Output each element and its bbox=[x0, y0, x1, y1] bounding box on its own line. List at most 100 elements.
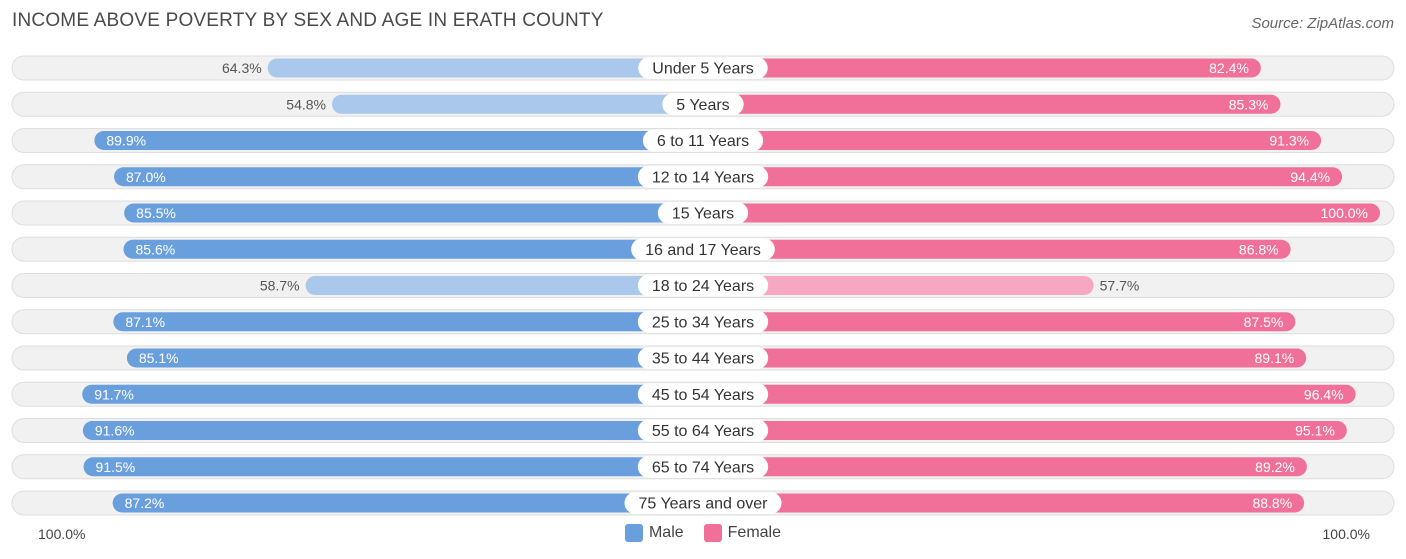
bar-row: 87.2% 88.8% 75 Years and over bbox=[11, 490, 1395, 516]
legend-label-female: Female bbox=[727, 524, 782, 541]
female-bar bbox=[703, 421, 1347, 440]
female-value-label: 89.2% bbox=[1255, 459, 1295, 475]
female-bar bbox=[703, 493, 1305, 513]
male-value-label: 85.6% bbox=[135, 241, 175, 257]
category-label: 35 to 44 Years bbox=[652, 351, 754, 368]
category-pill bbox=[637, 383, 769, 406]
female-value-label: 87.5% bbox=[1244, 314, 1284, 330]
legend: Male Female bbox=[0, 524, 1406, 542]
bar-row: 89.9% 91.3% 6 to 11 Years bbox=[11, 128, 1395, 153]
chart-title: INCOME ABOVE POVERTY BY SEX AND AGE IN E… bbox=[12, 10, 604, 31]
female-value-label: 100.0% bbox=[1321, 205, 1368, 221]
category-pill bbox=[637, 455, 769, 478]
male-bar bbox=[305, 276, 703, 295]
female-value-label: 85.3% bbox=[1229, 96, 1269, 112]
male-value-label: 87.1% bbox=[125, 314, 165, 330]
bar-row: 91.7% 96.4% 45 to 54 Years bbox=[11, 381, 1395, 407]
bar-row: 58.7% 57.7% 18 to 24 Years bbox=[11, 273, 1395, 298]
female-value-label: 86.8% bbox=[1239, 241, 1279, 257]
category-label: 5 Years bbox=[676, 97, 729, 114]
female-value-label: 57.7% bbox=[1100, 278, 1140, 294]
male-bar bbox=[82, 421, 704, 440]
male-value-label: 64.3% bbox=[222, 60, 262, 76]
category-label: 65 to 74 Years bbox=[652, 459, 754, 476]
bar-row: 54.8% 85.3% 5 Years bbox=[11, 91, 1395, 117]
male-value-label: 87.0% bbox=[126, 169, 166, 185]
male-value-label: 85.1% bbox=[139, 350, 179, 366]
category-pill bbox=[637, 310, 769, 333]
category-label: Under 5 Years bbox=[652, 61, 753, 78]
category-label: 75 Years and over bbox=[639, 496, 769, 513]
legend-item-male[interactable]: Male bbox=[624, 524, 684, 542]
male-bar bbox=[94, 131, 703, 150]
female-bar bbox=[703, 203, 1380, 223]
male-value-label: 91.7% bbox=[94, 386, 134, 402]
male-value-label: 54.8% bbox=[286, 96, 326, 112]
legend-label-male: Male bbox=[648, 524, 684, 541]
female-value-label: 91.3% bbox=[1269, 133, 1309, 149]
category-pill bbox=[624, 492, 782, 514]
male-bar bbox=[123, 239, 704, 259]
category-label: 55 to 64 Years bbox=[652, 423, 754, 440]
bar-row: 87.0% 94.4% 12 to 14 Years bbox=[11, 164, 1395, 190]
legend-swatch-female bbox=[703, 524, 722, 542]
male-bar bbox=[112, 493, 703, 513]
female-value-label: 94.4% bbox=[1290, 169, 1330, 185]
axis-right-label: 100.0% bbox=[1322, 526, 1370, 542]
female-value-label: 82.4% bbox=[1209, 60, 1249, 76]
axis-left-label: 100.0% bbox=[38, 526, 86, 542]
male-bar bbox=[124, 203, 704, 223]
diverging-bar-chart: 64.3% 82.4% Under 5 Years 54.8% 85.3% 5 Years… bbox=[11, 55, 1395, 516]
category-pill bbox=[637, 347, 769, 369]
male-value-label: 91.6% bbox=[95, 423, 135, 439]
category-pill bbox=[637, 419, 769, 442]
female-bar bbox=[703, 131, 1322, 150]
female-bar bbox=[703, 167, 1343, 187]
bar-row: 85.5% 100.0% 15 Years bbox=[11, 200, 1395, 226]
female-value-label: 96.4% bbox=[1304, 386, 1344, 402]
category-pill bbox=[631, 238, 775, 261]
bar-row: 64.3% 82.4% Under 5 Years bbox=[11, 55, 1395, 81]
legend-swatch-male bbox=[624, 524, 643, 542]
category-label: 18 to 24 Years bbox=[652, 278, 754, 295]
category-label: 12 to 14 Years bbox=[652, 169, 754, 186]
female-bar bbox=[703, 457, 1307, 477]
bar-row: 87.1% 87.5% 25 to 34 Years bbox=[11, 309, 1395, 335]
male-value-label: 58.7% bbox=[260, 278, 300, 294]
category-pill bbox=[638, 57, 768, 79]
category-label: 6 to 11 Years bbox=[657, 133, 749, 150]
female-bar bbox=[703, 348, 1307, 368]
male-bar bbox=[113, 312, 703, 332]
female-value-label: 95.1% bbox=[1295, 423, 1335, 439]
category-pill bbox=[637, 274, 769, 297]
male-value-label: 89.9% bbox=[106, 133, 146, 149]
legend-item-female[interactable]: Female bbox=[703, 524, 782, 542]
source-note: Source: ZipAtlas.com bbox=[1251, 15, 1394, 32]
bar-row: 85.6% 86.8% 16 and 17 Years bbox=[11, 236, 1395, 262]
bar-row: 91.5% 89.2% 65 to 74 Years bbox=[11, 454, 1395, 480]
female-bar bbox=[703, 239, 1291, 259]
female-bar bbox=[703, 312, 1296, 332]
male-bar bbox=[332, 94, 703, 114]
male-bar bbox=[114, 167, 703, 187]
male-value-label: 87.2% bbox=[125, 495, 165, 511]
male-value-label: 85.5% bbox=[136, 205, 176, 221]
female-bar bbox=[703, 94, 1281, 114]
male-bar bbox=[82, 384, 704, 404]
female-bar bbox=[703, 276, 1094, 295]
bar-row: 91.6% 95.1% 55 to 64 Years bbox=[11, 418, 1395, 443]
female-bar bbox=[703, 58, 1261, 78]
category-pill bbox=[657, 202, 749, 224]
male-bar bbox=[126, 348, 704, 368]
category-label: 25 to 34 Years bbox=[652, 314, 754, 331]
category-label: 16 and 17 Years bbox=[645, 242, 761, 259]
category-pill bbox=[637, 165, 769, 188]
category-pill bbox=[662, 93, 744, 116]
male-value-label: 91.5% bbox=[96, 459, 136, 475]
male-bar bbox=[267, 58, 703, 78]
category-label: 45 to 54 Years bbox=[652, 387, 754, 404]
category-label: 15 Years bbox=[672, 206, 734, 223]
category-pill bbox=[642, 129, 764, 152]
male-bar bbox=[83, 457, 704, 477]
bar-row: 85.1% 89.1% 35 to 44 Years bbox=[11, 345, 1395, 371]
